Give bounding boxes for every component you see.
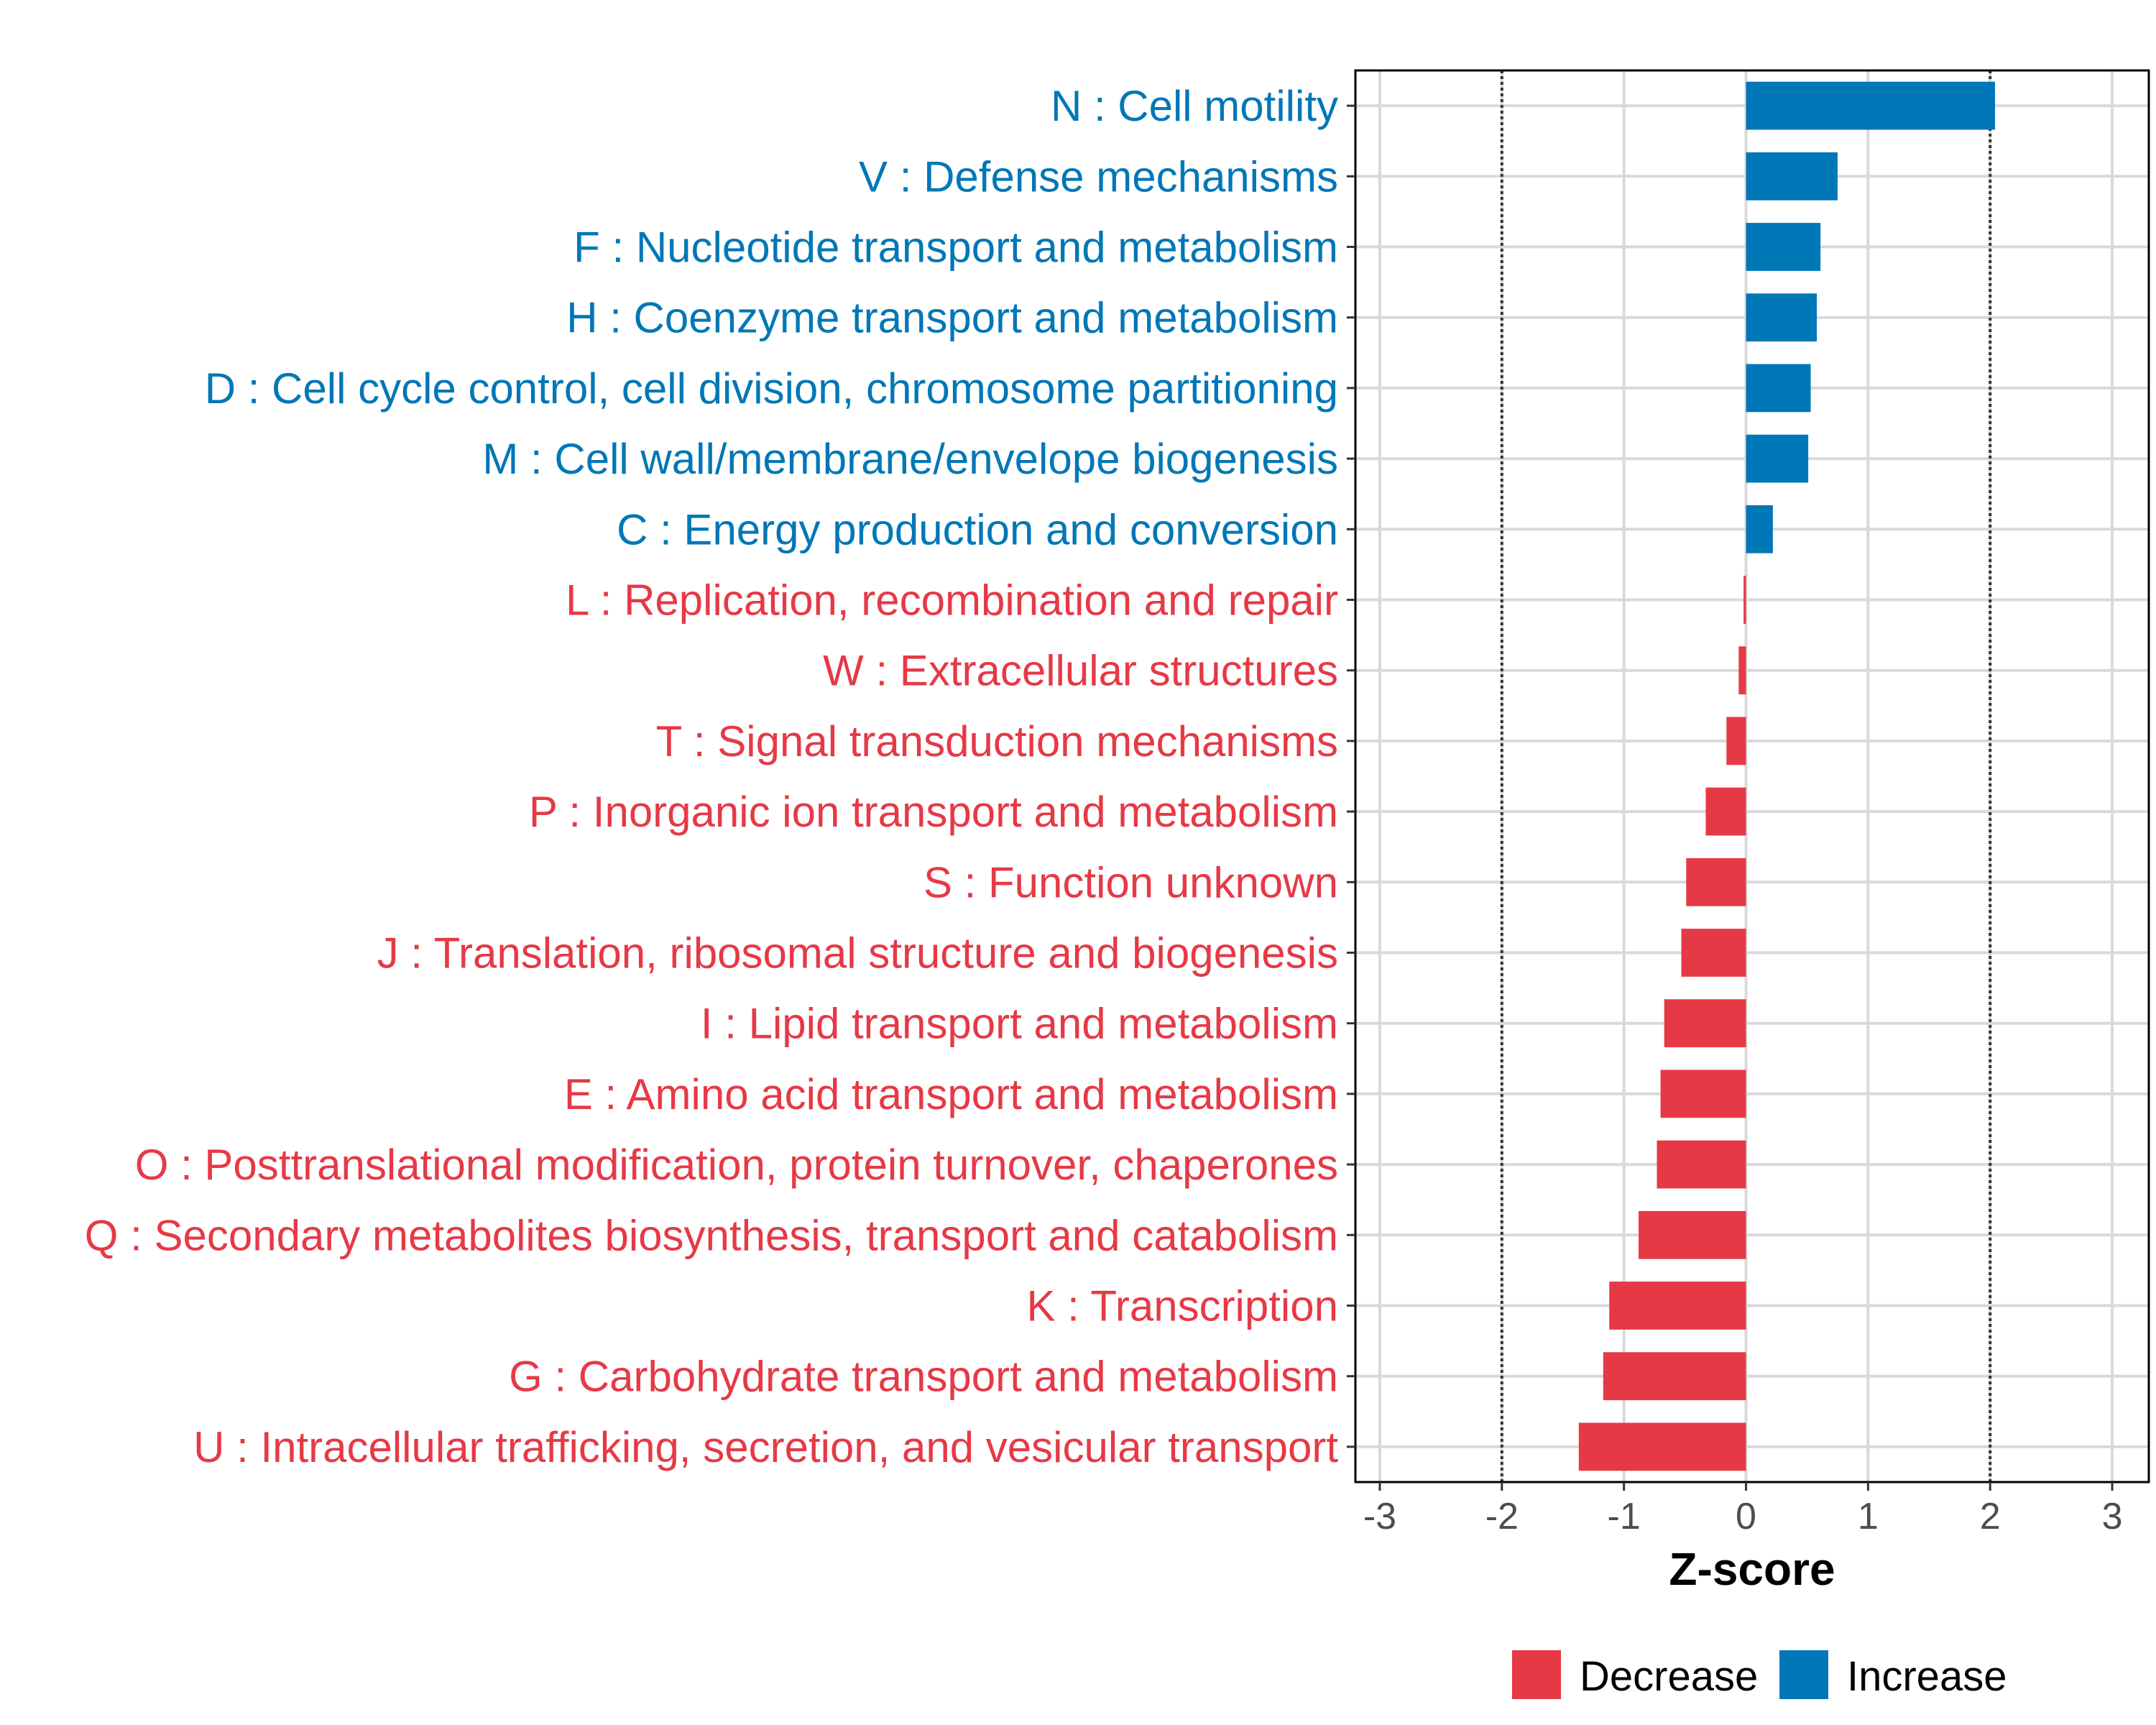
bar xyxy=(1746,434,1809,483)
panel-border xyxy=(1354,69,2150,1484)
x-tick-label: -1 xyxy=(1608,1496,1641,1537)
category-label: W : Extracellular structures xyxy=(823,647,1338,695)
category-label: D : Cell cycle control, cell division, c… xyxy=(205,364,1338,413)
x-tick-label: 2 xyxy=(1980,1496,2001,1537)
bar xyxy=(1746,505,1773,553)
x-tick-label: 0 xyxy=(1736,1496,1756,1537)
category-label: L : Replication, recombination and repai… xyxy=(566,576,1338,625)
grid-lines xyxy=(1355,70,2149,1482)
category-label: T : Signal transduction mechanisms xyxy=(656,717,1338,765)
category-label: Q : Secondary metabolites biosynthesis, … xyxy=(85,1211,1338,1259)
category-label: F : Nucleotide transport and metabolism xyxy=(573,224,1338,272)
category-label: P : Inorganic ion transport and metaboli… xyxy=(529,788,1338,836)
category-label: G : Carbohydrate transport and metabolis… xyxy=(509,1353,1338,1401)
bar xyxy=(1603,1352,1746,1401)
category-label: M : Cell wall/membrane/envelope biogenes… xyxy=(482,435,1338,483)
bar xyxy=(1686,857,1746,906)
x-tick-label: -2 xyxy=(1485,1496,1519,1537)
bar xyxy=(1746,81,1995,130)
category-label: J : Translation, ribosomal structure and… xyxy=(377,929,1338,978)
category-label: O : Posttranslational modification, prot… xyxy=(135,1141,1338,1189)
category-label: V : Defense mechanisms xyxy=(859,152,1338,201)
bar xyxy=(1746,293,1818,342)
legend-swatch-decrease xyxy=(1512,1650,1561,1699)
legend-label-decrease: Decrease xyxy=(1580,1653,1758,1700)
category-label: N : Cell motility xyxy=(1051,82,1338,130)
x-tick-label: 3 xyxy=(2102,1496,2123,1537)
bar xyxy=(1743,576,1746,624)
category-label: S : Function unknown xyxy=(923,858,1338,906)
y-axis-ticks xyxy=(1347,104,1355,1448)
y-axis-labels: N : Cell motility V : Defense mechanisms F… xyxy=(85,82,1339,1471)
category-label: U : Intracellular trafficking, secretion… xyxy=(193,1423,1338,1471)
category-label: I : Lipid transport and metabolism xyxy=(701,1000,1338,1048)
category-label: K : Transcription xyxy=(1026,1282,1338,1330)
category-label: E : Amino acid transport and metabolism xyxy=(564,1070,1338,1118)
bar xyxy=(1738,646,1746,695)
x-tick-label: -3 xyxy=(1363,1496,1396,1537)
bar xyxy=(1726,717,1746,765)
bar xyxy=(1746,223,1821,271)
bar xyxy=(1639,1210,1746,1259)
legend-label-increase: Increase xyxy=(1847,1653,2007,1700)
bar xyxy=(1664,999,1746,1048)
bar xyxy=(1578,1422,1746,1471)
category-label: C : Energy production and conversion xyxy=(617,505,1338,553)
x-axis-labels: -3 -2 -1 0 1 2 3 xyxy=(1363,1496,2123,1537)
bar xyxy=(1657,1140,1746,1189)
category-label: H : Coenzyme transport and metabolism xyxy=(566,294,1338,342)
bar xyxy=(1660,1070,1746,1118)
bar xyxy=(1705,787,1746,836)
legend-swatch-increase xyxy=(1779,1650,1828,1699)
bar xyxy=(1746,364,1811,413)
bar xyxy=(1681,929,1746,977)
legend: Decrease Increase xyxy=(1512,1650,2007,1700)
bars xyxy=(1578,81,1995,1471)
x-axis-ticks xyxy=(1378,1482,2114,1491)
bar xyxy=(1609,1282,1746,1330)
bar xyxy=(1746,152,1838,201)
x-tick-label: 1 xyxy=(1858,1496,1879,1537)
x-axis-title: Z-score xyxy=(1669,1543,1835,1595)
